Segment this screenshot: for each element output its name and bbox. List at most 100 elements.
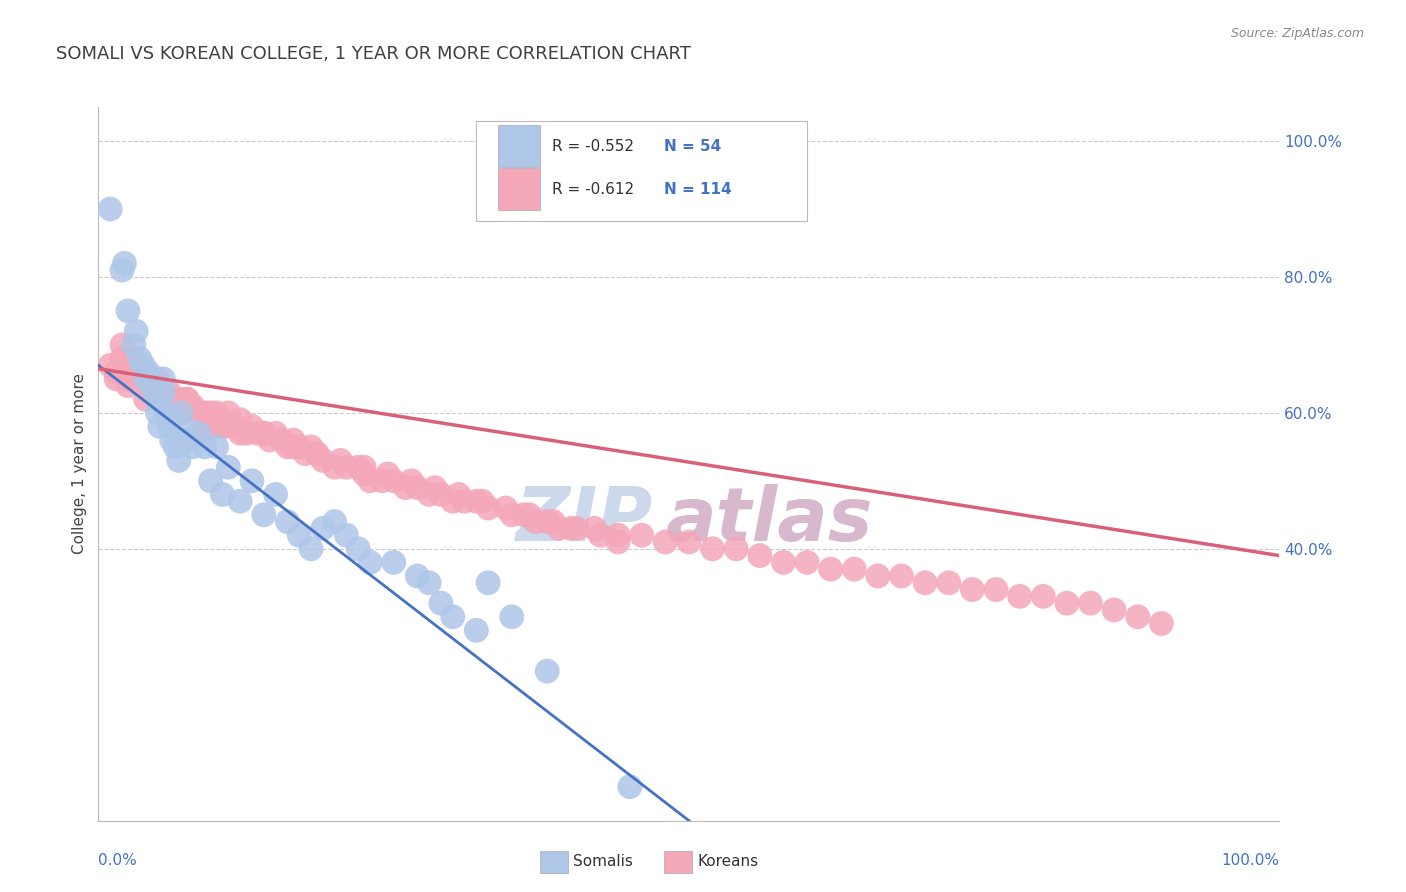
Point [165,440,187,454]
Point [589,528,612,542]
Point [235,426,257,441]
Point [283,433,305,447]
Point [844,562,866,576]
Point [1032,590,1054,604]
Point [187,406,209,420]
Point [312,453,335,467]
Text: Somalis: Somalis [574,854,633,869]
Point [619,780,641,794]
Point [111,338,134,352]
Point [607,528,630,542]
Point [394,481,416,495]
Point [165,392,187,407]
Point [441,609,464,624]
Point [170,392,193,407]
Point [477,575,499,590]
Point [240,419,263,434]
Point [167,453,190,467]
Point [401,474,423,488]
Text: N = 54: N = 54 [664,139,721,153]
Text: SOMALI VS KOREAN COLLEGE, 1 YEAR OR MORE CORRELATION CHART: SOMALI VS KOREAN COLLEGE, 1 YEAR OR MORE… [56,45,692,62]
Point [270,433,292,447]
Point [323,515,346,529]
Point [501,508,523,522]
Point [866,569,889,583]
Point [796,555,818,569]
Point [170,406,193,420]
Y-axis label: College, 1 year or more: College, 1 year or more [72,374,87,554]
Point [560,521,582,535]
Point [141,378,163,392]
Point [299,541,322,556]
Text: Source: ZipAtlas.com: Source: ZipAtlas.com [1230,27,1364,40]
Point [98,359,121,373]
Point [157,419,180,434]
Point [122,338,145,352]
Point [607,535,630,549]
Point [820,562,842,576]
Point [914,575,936,590]
Point [678,535,700,549]
Point [382,555,405,569]
Point [418,575,440,590]
Point [217,460,239,475]
Point [323,460,346,475]
Point [259,433,281,447]
Point [382,474,405,488]
Text: atlas: atlas [665,484,873,558]
Point [938,575,960,590]
Point [141,378,163,392]
Point [377,467,399,481]
Point [128,351,150,366]
Point [495,501,517,516]
Point [984,582,1007,597]
Point [519,508,541,522]
Point [536,515,558,529]
Point [536,664,558,678]
Point [430,487,453,501]
Point [170,406,193,420]
Text: N = 114: N = 114 [664,182,731,196]
FancyBboxPatch shape [477,121,807,221]
Point [156,406,179,420]
Point [630,528,652,542]
Point [205,440,228,454]
Point [441,494,464,508]
Point [122,359,145,373]
FancyBboxPatch shape [540,851,568,873]
Point [335,528,357,542]
Point [329,453,352,467]
Point [194,426,217,441]
Point [253,508,276,522]
Point [253,426,276,441]
Point [1056,596,1078,610]
Point [111,351,134,366]
Point [725,541,748,556]
Point [160,433,183,447]
Point [122,351,145,366]
Point [146,392,169,407]
Point [152,372,174,386]
Point [194,440,217,454]
Point [1008,590,1031,604]
Point [299,440,322,454]
Point [194,406,217,420]
Point [890,569,912,583]
Point [430,596,453,610]
Point [205,406,228,420]
Point [211,419,233,434]
Point [565,521,588,535]
Point [406,569,429,583]
Point [1080,596,1102,610]
FancyBboxPatch shape [498,125,540,168]
Point [471,494,494,508]
Point [353,467,375,481]
Point [217,406,239,420]
Point [152,392,174,407]
Point [117,304,139,318]
Point [128,372,150,386]
Point [288,528,311,542]
Point [465,494,488,508]
Point [276,515,298,529]
Point [152,385,174,400]
